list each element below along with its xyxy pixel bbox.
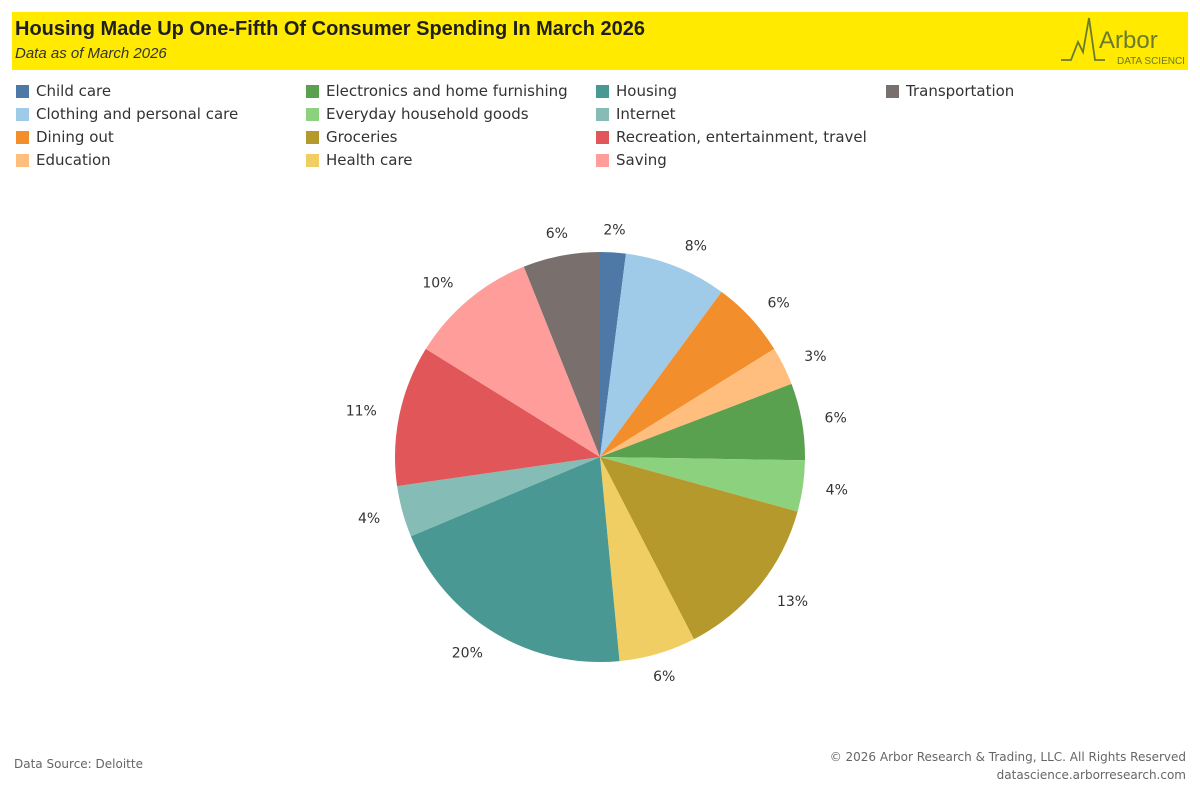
legend-item-child-care[interactable]: Child care [16,80,111,102]
pie-slice-dining-out[interactable] [600,291,775,457]
legend-swatch [306,153,319,167]
legend-swatch [306,130,319,144]
pie-slice-transportation[interactable] [523,252,600,457]
legend-swatch [16,84,29,98]
pie-slice-health-care[interactable] [600,457,694,662]
data-label-health-care: 6% [653,669,675,685]
legend-label: Everyday household goods [326,105,529,123]
legend-swatch [16,107,29,121]
data-label-dining-out: 6% [767,295,789,311]
header-banner: Housing Made Up One-Fifth Of Consumer Sp… [12,12,1188,70]
pie-slice-clothing-and-personal-care[interactable] [600,253,722,457]
data-label-education: 3% [804,349,826,365]
data-source: Data Source: Deloitte [14,757,143,771]
legend-item-saving[interactable]: Saving [596,149,667,171]
legend-label: Internet [616,105,676,123]
legend-swatch [306,107,319,121]
pie-slice-saving[interactable] [425,266,600,457]
data-label-transportation: 6% [546,226,568,242]
legend-label: Clothing and personal care [36,105,239,123]
legend-swatch [16,153,29,167]
arbor-logo: Arbor DATA SCIENCE [1061,17,1184,67]
legend-item-clothing-and-personal-care[interactable]: Clothing and personal care [16,103,238,125]
data-label-clothing-and-personal-care: 8% [685,238,707,254]
legend-label: Saving [616,151,667,169]
legend-label: Groceries [326,128,398,146]
chart-title: Housing Made Up One-Fifth Of Consumer Sp… [15,18,646,40]
data-label-housing: 20% [452,646,483,662]
data-label-internet: 4% [358,511,380,527]
data-label-everyday-household-goods: 4% [826,482,848,498]
legend-label: Health care [326,151,413,169]
pie-slice-everyday-household-goods[interactable] [600,457,805,512]
footer-credits: © 2026 Arbor Research & Trading, LLC. Al… [830,748,1186,784]
legend-item-everyday-household-goods[interactable]: Everyday household goods [306,103,529,125]
legend-label: Transportation [906,82,1015,100]
legend-label: Education [36,151,111,169]
legend-swatch [596,84,609,98]
legend-swatch [306,84,319,98]
legend-item-education[interactable]: Education [16,149,111,171]
data-label-saving: 10% [422,275,453,291]
legend-item-transportation[interactable]: Transportation [886,80,1014,102]
legend-swatch [886,84,899,98]
legend-label: Child care [36,82,112,100]
data-label-recreation-entertainment-travel: 11% [346,403,377,419]
pie-slice-recreation-entertainment-travel[interactable] [395,348,600,487]
legend-item-internet[interactable]: Internet [596,103,676,125]
legend-item-groceries[interactable]: Groceries [306,126,398,148]
legend-item-dining-out[interactable]: Dining out [16,126,114,148]
legend-label: Dining out [36,128,114,146]
logo-subtext: DATA SCIENCE [1117,56,1184,67]
legend-item-recreation-entertainment-travel[interactable]: Recreation, entertainment, travel [596,126,867,148]
pie-slice-groceries[interactable] [600,457,798,640]
chart-legend: Child care Clothing and personal care Dini… [16,80,1186,172]
legend-swatch [596,153,609,167]
legend-label: Recreation, entertainment, travel [616,128,867,146]
legend-swatch [16,130,29,144]
website-link[interactable]: datascience.arborresearch.com [996,768,1186,782]
pie-slice-electronics-and-home-furnishing[interactable] [600,383,805,461]
chart-subtitle: Data as of March 2026 [15,45,167,62]
pie-slice-internet[interactable] [397,457,600,537]
pie-chart: 2% 8% 6% 3% 6% 4% 13% 6% 20% 4% 11% 10% 6% [346,222,848,685]
copyright-text: © 2026 Arbor Research & Trading, LLC. Al… [829,750,1186,764]
data-label-child-care: 2% [603,222,625,238]
legend-label: Electronics and home furnishing [326,82,568,100]
legend-swatch [596,130,609,144]
legend-item-electronics-and-home-furnishing[interactable]: Electronics and home furnishing [306,80,568,102]
pie-slice-education[interactable] [600,348,792,457]
pie-slice-housing[interactable] [410,457,620,662]
legend-label: Housing [616,82,677,100]
data-label-groceries: 13% [777,594,808,610]
data-label-electronics-and-home-furnishing: 6% [825,410,847,426]
legend-swatch [596,107,609,121]
legend-item-housing[interactable]: Housing [596,80,677,102]
pie-slice-child-care[interactable] [600,252,626,457]
legend-item-health-care[interactable]: Health care [306,149,413,171]
logo-wordmark: Arbor [1099,27,1158,54]
